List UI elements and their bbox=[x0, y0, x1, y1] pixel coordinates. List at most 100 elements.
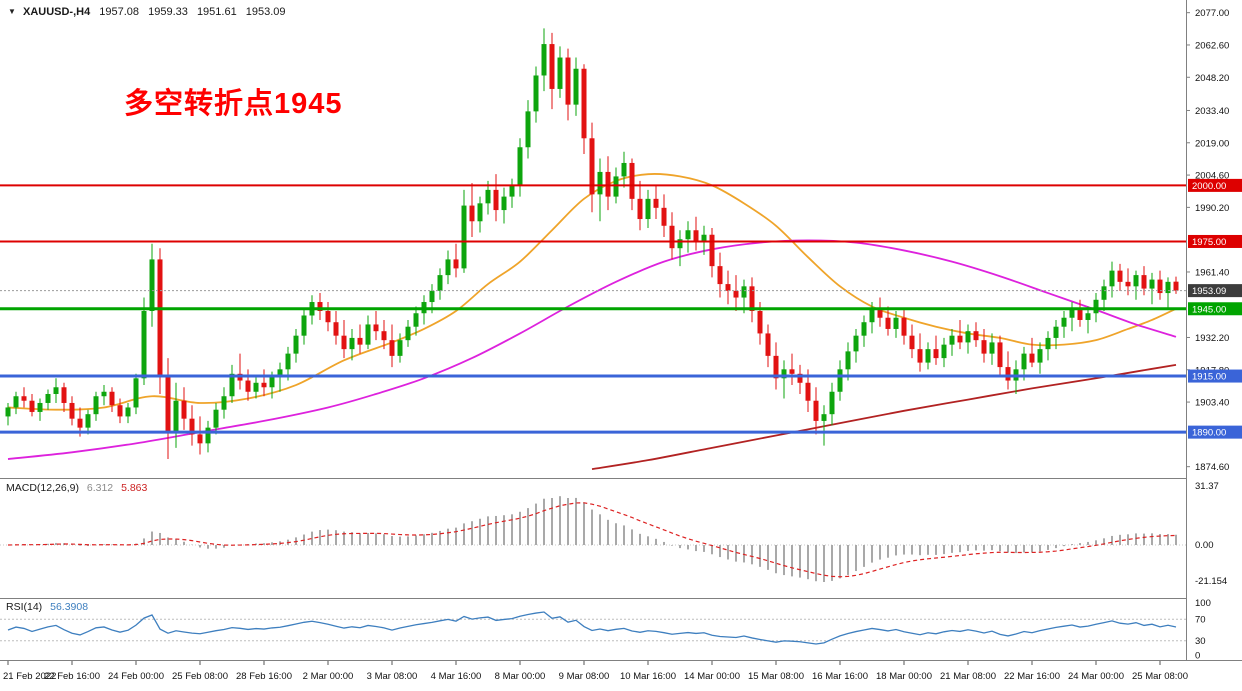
candle bbox=[117, 398, 123, 424]
candle-body bbox=[941, 344, 947, 359]
candle-body bbox=[245, 380, 251, 392]
candle-body bbox=[285, 353, 291, 370]
candle-body bbox=[261, 382, 267, 388]
candle bbox=[597, 158, 603, 222]
candle bbox=[125, 402, 131, 424]
price-scale-label: 2048.20 bbox=[1195, 73, 1229, 84]
ma-medium-magenta-line bbox=[7, 239, 1177, 460]
candle bbox=[845, 342, 851, 381]
candle bbox=[1037, 342, 1043, 374]
candle-body bbox=[845, 351, 851, 370]
candle-body bbox=[1117, 270, 1123, 282]
candle-body bbox=[925, 349, 931, 363]
time-label: 21 Mar 08:00 bbox=[940, 671, 996, 682]
candle-body bbox=[269, 376, 275, 388]
candle bbox=[1085, 306, 1091, 334]
candle bbox=[149, 243, 155, 327]
open-value: 1957.08 bbox=[99, 6, 140, 18]
candle-body bbox=[93, 396, 99, 415]
candle bbox=[5, 402, 11, 426]
candle bbox=[933, 335, 939, 365]
candle-body bbox=[53, 387, 59, 394]
candle bbox=[733, 275, 739, 312]
candle bbox=[101, 385, 107, 406]
candle bbox=[749, 277, 755, 323]
price-badge-1915.00: 1915.00 bbox=[1188, 369, 1242, 383]
candle-body bbox=[141, 311, 147, 379]
macd-panel bbox=[0, 496, 1186, 582]
candle bbox=[341, 319, 347, 359]
candle bbox=[1053, 319, 1059, 350]
candle-body bbox=[637, 198, 643, 220]
macd-axis-label: -21.154 bbox=[1195, 576, 1227, 587]
svg-text:2000.00: 2000.00 bbox=[1192, 181, 1226, 192]
candle-body bbox=[557, 57, 563, 89]
candle-body bbox=[157, 259, 163, 377]
candle-body bbox=[29, 400, 35, 412]
candle bbox=[173, 382, 179, 448]
rsi-axis-label: 30 bbox=[1195, 636, 1206, 647]
candle bbox=[69, 396, 75, 426]
annotation-text[interactable]: 多空转折点1945 bbox=[124, 88, 343, 120]
candle bbox=[197, 416, 203, 455]
time-label: 3 Mar 08:00 bbox=[367, 671, 418, 682]
candle bbox=[413, 306, 419, 336]
candle-body bbox=[917, 349, 923, 363]
candle bbox=[157, 248, 163, 394]
candle bbox=[53, 378, 59, 403]
candle-body bbox=[981, 340, 987, 354]
candle-body bbox=[693, 230, 699, 242]
svg-text:1890.00: 1890.00 bbox=[1192, 428, 1226, 439]
candle bbox=[1165, 277, 1171, 310]
candle-body bbox=[565, 57, 571, 105]
time-label: 22 Mar 16:00 bbox=[1004, 671, 1060, 682]
candle-body bbox=[533, 75, 539, 112]
price-badge-1890.00: 1890.00 bbox=[1188, 425, 1242, 439]
candle-body bbox=[341, 335, 347, 350]
candle bbox=[1077, 299, 1083, 327]
time-label: 14 Mar 00:00 bbox=[684, 671, 740, 682]
price-scale-label: 2004.60 bbox=[1195, 171, 1229, 182]
candle-body bbox=[45, 393, 51, 403]
candle-body bbox=[1069, 308, 1075, 318]
candle bbox=[901, 308, 907, 345]
rsi-line bbox=[7, 611, 1177, 645]
candle bbox=[381, 319, 387, 350]
price-axis[interactable]: 2077.00 2062.60 2048.20 2033.40 2019.00 2004.… bbox=[1186, 8, 1242, 662]
candle-body bbox=[797, 373, 803, 383]
macd-indicator-label: MACD(12,26,9) 6.312 5.863 bbox=[6, 482, 147, 494]
time-label: 25 Feb 08:00 bbox=[172, 671, 228, 682]
candle bbox=[333, 311, 339, 345]
candle bbox=[29, 393, 35, 417]
candle bbox=[661, 194, 667, 237]
candle-body bbox=[37, 402, 43, 412]
candle bbox=[573, 57, 579, 116]
candle-body bbox=[405, 326, 411, 341]
candle-body bbox=[509, 185, 515, 197]
candle bbox=[533, 66, 539, 123]
candle bbox=[1045, 331, 1051, 361]
candle-body bbox=[501, 196, 507, 211]
candle-body bbox=[973, 331, 979, 341]
macd-signal-value: 5.863 bbox=[121, 482, 148, 494]
candle bbox=[821, 405, 827, 446]
collapse-arrow-icon[interactable]: ▼ bbox=[8, 7, 16, 16]
candle bbox=[1149, 272, 1155, 305]
candle-body bbox=[253, 382, 259, 392]
macd-axis-label: 0.00 bbox=[1195, 540, 1214, 551]
candle-body bbox=[765, 333, 771, 356]
candle-body bbox=[1133, 275, 1139, 287]
candle bbox=[1069, 302, 1075, 332]
candle-body bbox=[653, 198, 659, 208]
candle bbox=[261, 369, 267, 397]
candle-body bbox=[605, 171, 611, 197]
macd-signal-line bbox=[7, 502, 1177, 578]
candle bbox=[605, 156, 611, 211]
candle-body bbox=[645, 198, 651, 220]
candle bbox=[677, 230, 683, 267]
candle bbox=[493, 174, 499, 222]
candle-body bbox=[621, 162, 627, 177]
candle-body bbox=[709, 234, 715, 267]
